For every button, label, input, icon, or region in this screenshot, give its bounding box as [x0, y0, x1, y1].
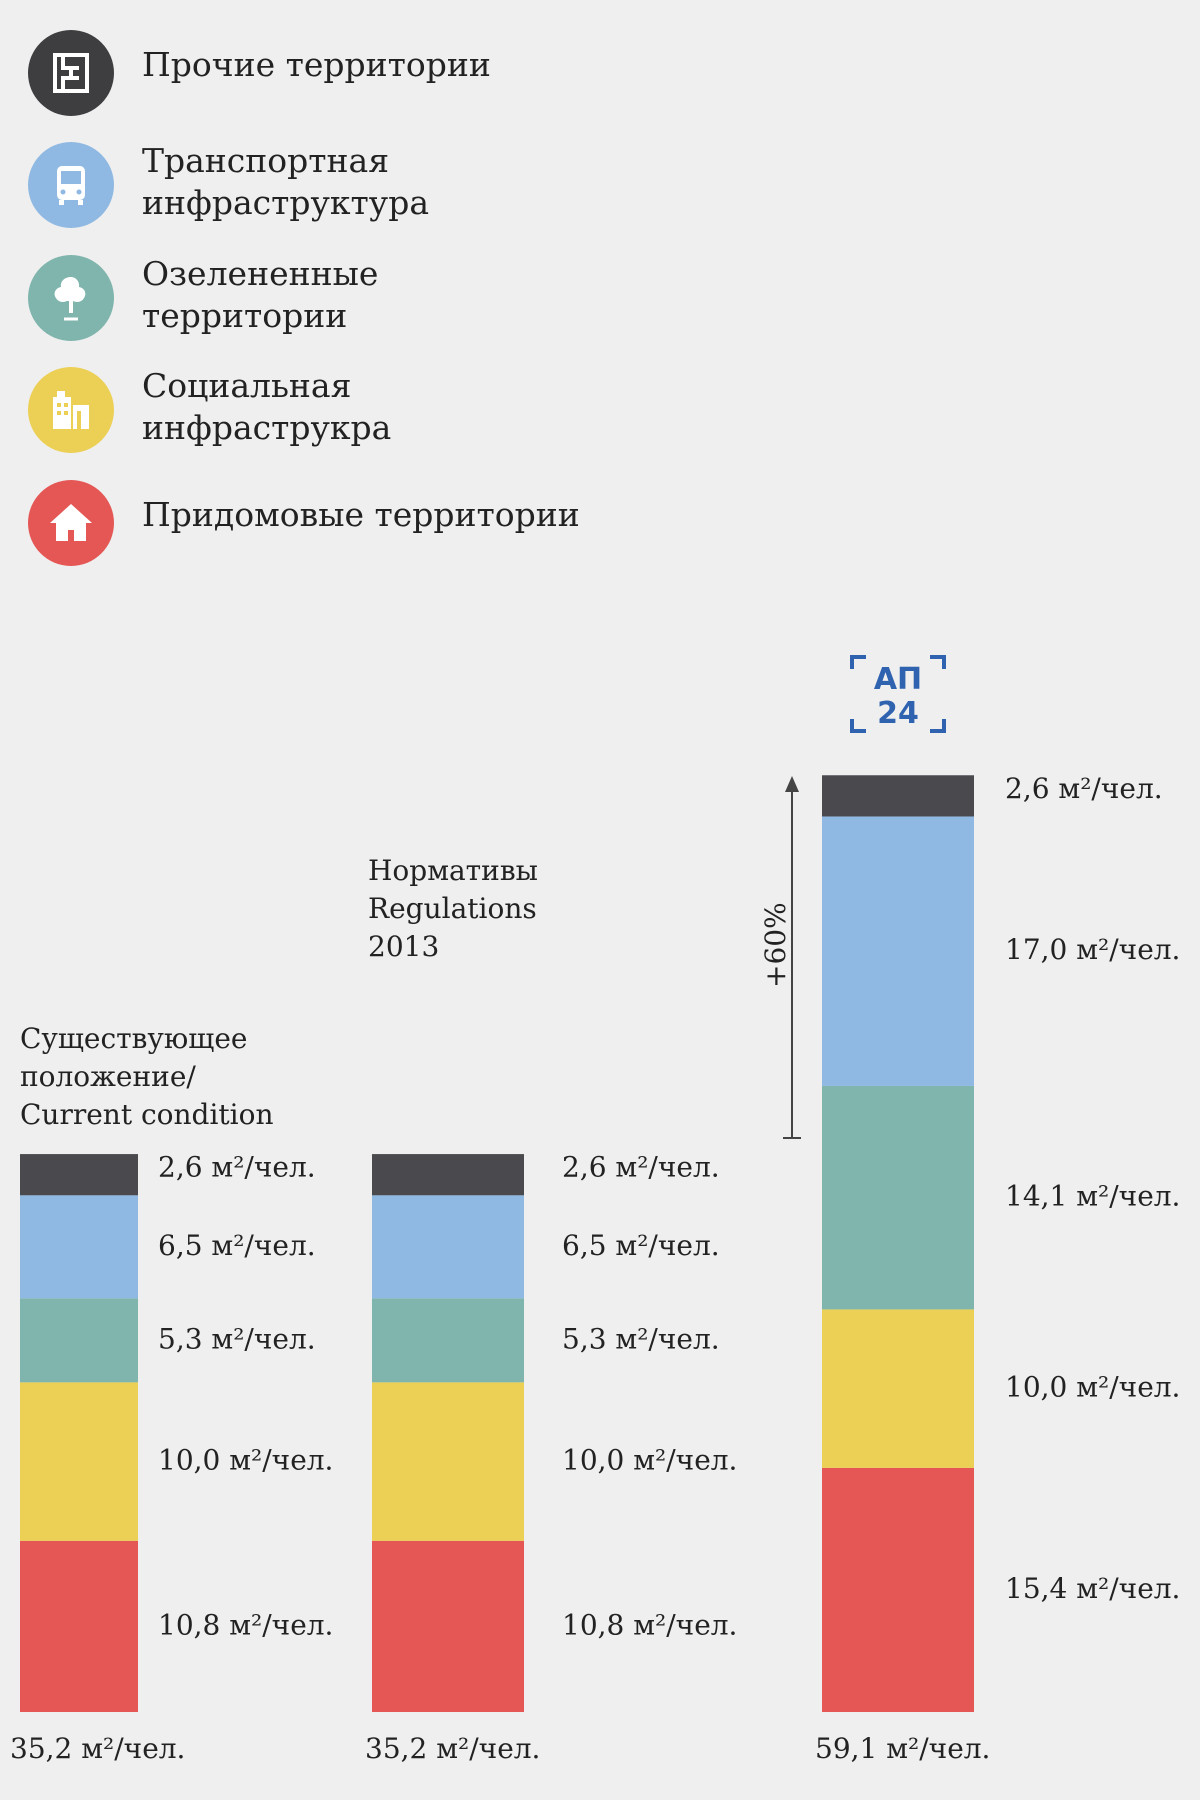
legend-item-residential: Придомовые территории	[28, 480, 728, 570]
tree-icon	[28, 255, 114, 341]
data-label: 5,3 м²/чел.	[562, 1322, 720, 1355]
legend-item-transport: Транспортная инфраструктура	[28, 141, 728, 232]
column-title: Нормативы	[368, 854, 538, 887]
data-label: 10,8 м²/чел.	[158, 1608, 333, 1641]
data-label: 2,6 м²/чел.	[562, 1151, 720, 1184]
data-label: 10,0 м²/чел.	[1005, 1371, 1180, 1404]
data-label: 10,0 м²/чел.	[562, 1444, 737, 1477]
data-label: 10,0 м²/чел.	[158, 1444, 333, 1477]
legend-item-green: Озелененные территории	[28, 254, 728, 345]
svg-text:АП: АП	[874, 662, 922, 697]
data-label: 6,5 м²/чел.	[562, 1229, 720, 1262]
column-title: Существующее	[20, 1022, 247, 1055]
buildings-icon	[28, 367, 114, 453]
column-title: 2013	[368, 930, 439, 963]
data-label: 17,0 м²/чел.	[1005, 933, 1180, 966]
bus-icon	[28, 142, 114, 228]
bar-segment	[20, 1195, 138, 1299]
bar-segment	[822, 1467, 974, 1712]
column-title: Regulations	[368, 892, 537, 925]
data-label: 10,8 м²/чел.	[562, 1608, 737, 1641]
bar-segment	[372, 1195, 524, 1299]
data-label: 5,3 м²/чел.	[158, 1322, 316, 1355]
legend-label: Прочие территории	[142, 45, 491, 84]
legend-label: Озелененные территории	[142, 254, 379, 335]
bar-segment	[20, 1154, 138, 1196]
bar-segment	[822, 775, 974, 817]
legend-item-other: Прочие территории	[28, 30, 728, 120]
data-label: 6,5 м²/чел.	[158, 1229, 316, 1262]
legend-item-social: Социальная инфраструкра	[28, 366, 728, 457]
data-label: 14,1 м²/чел.	[1005, 1180, 1180, 1213]
growth-arrow-head	[785, 776, 799, 792]
column-title: положение/	[20, 1060, 196, 1093]
legend-label: Транспортная инфраструктура	[142, 141, 429, 222]
bar-segment	[20, 1298, 138, 1383]
data-label: 2,6 м²/чел.	[158, 1151, 316, 1184]
bar-segment	[822, 816, 974, 1086]
data-label: 15,4 м²/чел.	[1005, 1572, 1180, 1605]
building-block-icon	[28, 30, 114, 116]
bar-segment	[20, 1382, 138, 1541]
legend-label: Придомовые территории	[142, 495, 580, 534]
house-icon	[28, 480, 114, 566]
bar-segment	[372, 1298, 524, 1383]
bar-segment	[20, 1540, 138, 1712]
column-title: Current condition	[20, 1098, 274, 1131]
data-label: 2,6 м²/чел.	[1005, 772, 1163, 805]
svg-text:24: 24	[877, 696, 919, 731]
bar-segment	[372, 1154, 524, 1196]
total-label: 35,2 м²/чел.	[365, 1732, 540, 1765]
legend-label: Социальная инфраструкра	[142, 366, 392, 447]
bar-segment	[372, 1382, 524, 1541]
total-label: 59,1 м²/чел.	[815, 1732, 990, 1765]
bar-segment	[372, 1540, 524, 1712]
growth-label: +60%	[759, 902, 792, 988]
bar-segment	[822, 1309, 974, 1468]
bar-segment	[822, 1085, 974, 1310]
total-label: 35,2 м²/чел.	[10, 1732, 185, 1765]
